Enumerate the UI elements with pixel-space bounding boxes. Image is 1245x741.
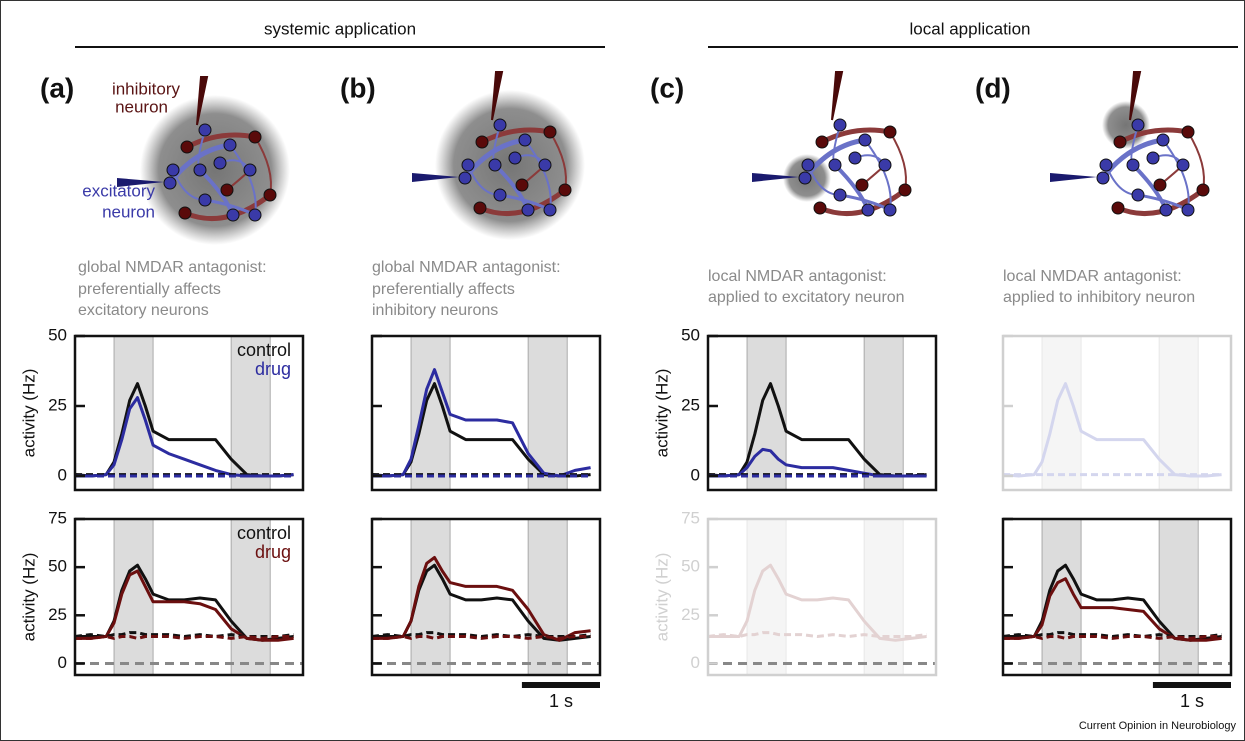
caption: inhibitory neurons xyxy=(372,302,498,319)
diagram-label: excitatory xyxy=(82,181,155,200)
plot-frame xyxy=(706,517,938,677)
legend-entry: drug xyxy=(255,542,291,562)
caption: applied to excitatory neuron xyxy=(708,289,905,306)
baseline-trace xyxy=(75,635,294,640)
stimulus-period xyxy=(1158,518,1199,676)
activity-trace xyxy=(75,569,294,642)
y-axis-label: activity (Hz) xyxy=(652,369,671,458)
activity-trace xyxy=(1003,577,1222,642)
plot-frame xyxy=(1001,517,1233,677)
caption: global NMDAR antagonist: xyxy=(372,259,561,276)
y-axis-label: activity (Hz) xyxy=(652,553,671,642)
header: local application xyxy=(910,19,1031,38)
diagram-label: neuron xyxy=(102,202,155,221)
scale-bar-label: 1 s xyxy=(1180,691,1204,711)
caption: local NMDAR antagonist: xyxy=(708,268,887,285)
caption: applied to inhibitory neuron xyxy=(1003,289,1195,306)
baseline-trace xyxy=(371,631,591,638)
plot-frame xyxy=(370,517,602,677)
baseline-trace xyxy=(1002,631,1222,638)
diagram-label: inhibitory xyxy=(112,79,181,98)
header: systemic application xyxy=(264,19,416,38)
y-tick-label: 0 xyxy=(58,465,67,484)
drug-glow xyxy=(140,95,290,245)
activity-trace xyxy=(1002,382,1222,478)
credit: Current Opinion in Neurobiology xyxy=(1079,720,1237,732)
activity-trace xyxy=(708,563,927,642)
stimulus-period xyxy=(230,518,271,676)
caption: excitatory neurons xyxy=(78,302,209,319)
drug-glow xyxy=(435,90,585,240)
y-tick-label: 50 xyxy=(48,557,67,576)
y-axis-label: activity (Hz) xyxy=(19,369,38,458)
plot-frame xyxy=(370,334,602,492)
caption: preferentially affects xyxy=(78,281,221,298)
stimulus-period xyxy=(527,518,568,676)
legend-entry: drug xyxy=(255,359,291,379)
activity-trace xyxy=(75,396,294,478)
activity-trace xyxy=(372,368,591,478)
caption: local NMDAR antagonist: xyxy=(1003,268,1182,285)
y-tick-label: 25 xyxy=(48,395,67,414)
y-tick-label: 50 xyxy=(681,325,700,344)
caption: global NMDAR antagonist: xyxy=(78,259,267,276)
y-tick-label: 75 xyxy=(48,508,67,527)
panel-label: (d) xyxy=(975,72,1011,103)
diagram-label: neuron xyxy=(115,97,168,116)
y-tick-label: 0 xyxy=(691,465,700,484)
baseline-trace xyxy=(1003,635,1222,640)
caption: preferentially affects xyxy=(372,281,515,298)
panel-label: (b) xyxy=(340,72,376,103)
y-axis-label: activity (Hz) xyxy=(19,553,38,642)
plot-frame xyxy=(73,334,305,492)
baseline-trace xyxy=(74,631,294,638)
y-tick-label: 25 xyxy=(48,605,67,624)
stimulus-period xyxy=(863,518,904,676)
y-tick-label: 0 xyxy=(691,653,700,672)
scale-bar-label: 1 s xyxy=(549,691,573,711)
legend-entry: control xyxy=(237,340,291,360)
legend-entry: control xyxy=(237,523,291,543)
activity-trace xyxy=(708,447,927,478)
panel-label: (c) xyxy=(650,72,684,103)
y-tick-label: 25 xyxy=(681,395,700,414)
activity-trace xyxy=(372,556,591,642)
y-tick-label: 75 xyxy=(681,508,700,527)
y-tick-label: 50 xyxy=(681,557,700,576)
plot-frame xyxy=(73,517,305,677)
baseline-trace xyxy=(707,631,927,638)
plot-frame xyxy=(706,334,938,492)
y-tick-label: 50 xyxy=(48,325,67,344)
plot-frame xyxy=(1001,334,1233,492)
y-tick-label: 0 xyxy=(58,653,67,672)
panel-label: (a) xyxy=(40,72,74,103)
baseline-trace xyxy=(372,635,591,640)
y-tick-label: 25 xyxy=(681,605,700,624)
